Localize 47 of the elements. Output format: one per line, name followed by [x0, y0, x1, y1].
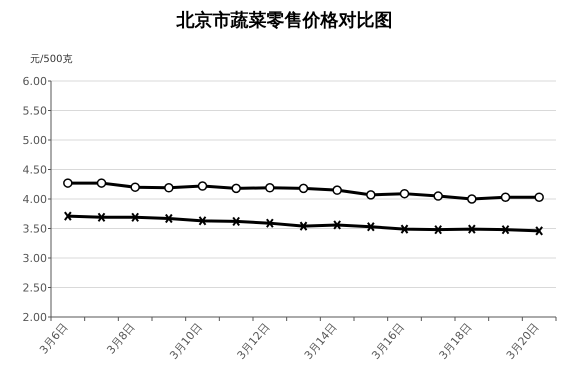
y-tick-label: 4.00	[22, 193, 47, 206]
y-tick-label: 5.00	[22, 134, 47, 147]
point	[131, 212, 140, 222]
point	[534, 192, 544, 202]
x-tick-label: 3月16日	[369, 320, 407, 362]
y-tick-label: 3.00	[22, 252, 47, 265]
point	[130, 182, 140, 192]
point	[434, 224, 442, 235]
x-tick-label: 3月20日	[504, 320, 542, 362]
point	[164, 213, 173, 224]
point	[232, 216, 240, 226]
point	[96, 178, 106, 188]
x-tick-label: 3月12日	[234, 320, 272, 362]
point	[298, 184, 308, 194]
x-tick-label: 3月10日	[167, 320, 205, 362]
point	[400, 224, 408, 234]
point	[400, 188, 410, 198]
point	[265, 183, 275, 193]
point	[467, 194, 477, 204]
x-tick-label: 3月8日	[104, 320, 138, 357]
point	[366, 190, 376, 200]
point	[266, 218, 274, 228]
point	[500, 192, 510, 202]
point	[198, 216, 206, 226]
y-tick-label: 5.50	[22, 104, 47, 118]
point	[468, 224, 476, 234]
y-axis-title: 元/500克	[30, 53, 72, 65]
point	[63, 178, 73, 188]
point	[332, 185, 342, 195]
point	[333, 220, 342, 230]
point	[300, 221, 308, 232]
y-tick-label: 4.50	[22, 164, 47, 176]
point	[164, 183, 174, 193]
y-tick-label: 6.00	[22, 75, 47, 88]
point	[433, 191, 443, 201]
point	[64, 211, 72, 222]
point	[231, 184, 241, 194]
x-tick-label: 3月14日	[302, 320, 340, 362]
point	[198, 181, 208, 191]
chart-title: 北京市蔬菜零售价格对比图	[176, 10, 392, 31]
point	[535, 226, 544, 236]
point	[98, 212, 106, 222]
y-tick-label: 2.50	[22, 282, 47, 294]
x-tick-label: 3月18日	[436, 320, 474, 362]
point	[366, 222, 375, 232]
point	[502, 224, 510, 235]
y-tick-label: 3.50	[22, 222, 47, 236]
